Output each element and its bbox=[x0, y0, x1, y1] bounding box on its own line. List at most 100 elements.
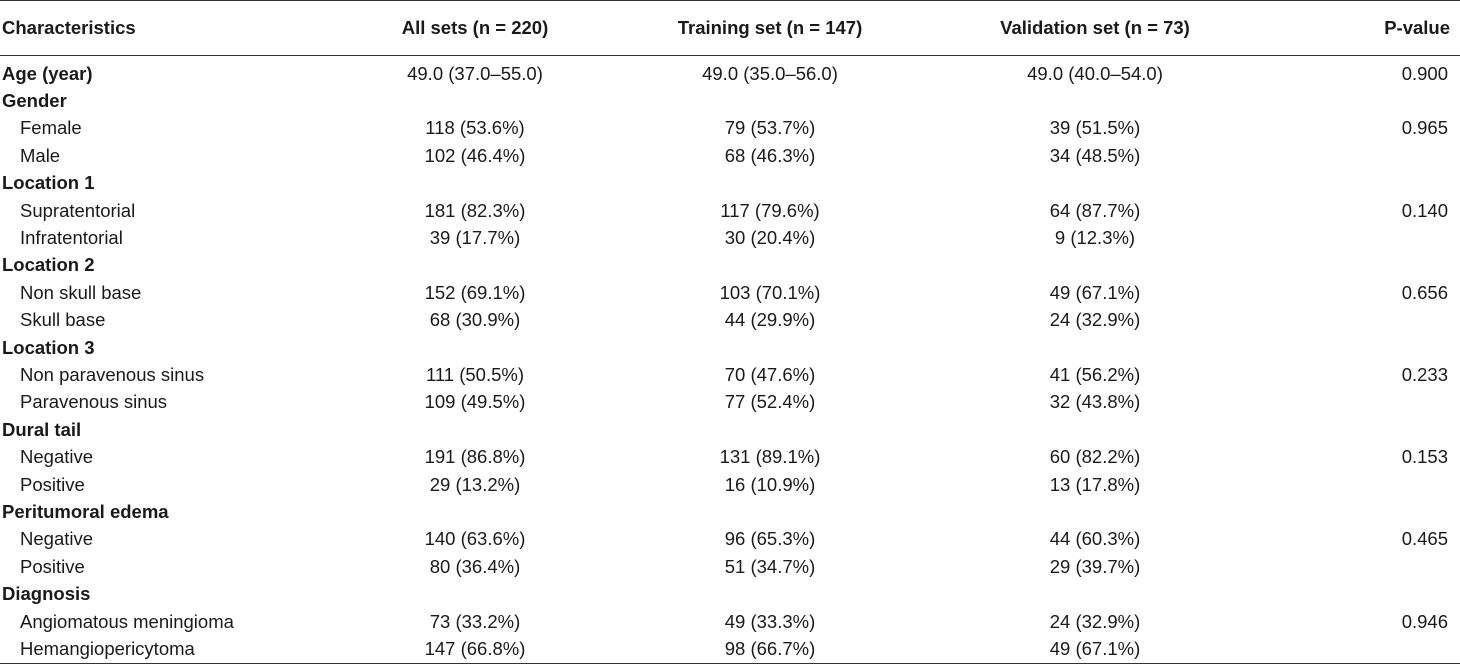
table-header: Characteristics All sets (n = 220) Train… bbox=[0, 0, 1460, 56]
row-label: Non paravenous sinus bbox=[20, 363, 205, 385]
validation-set-cell bbox=[920, 252, 1270, 279]
table-row: Supratentorial 181 (82.3%) 117 (79.6%) 64 (… bbox=[0, 197, 1460, 224]
table-row: Negative 140 (63.6%) 96 (65.3%) 44 (60.3%) 0… bbox=[0, 526, 1460, 553]
training-set-cell: 103 (70.1%) bbox=[719, 281, 821, 303]
all-sets-cell: 118 (53.6%) bbox=[425, 117, 525, 139]
table-row: Skull base 68 (30.9%) 44 (29.9%) 24 (32.9%) bbox=[0, 307, 1460, 334]
category-row: Dural tail bbox=[0, 416, 1460, 443]
row-label: Negative bbox=[20, 528, 94, 550]
table-row: Paravenous sinus 109 (49.5%) 77 (52.4%) 32 … bbox=[0, 389, 1460, 416]
validation-set-cell: 24 (32.9%) bbox=[1049, 610, 1141, 632]
p-value-cell bbox=[1270, 416, 1460, 443]
category-row: Peritumoral edema bbox=[0, 498, 1460, 525]
all-sets-cell: 152 (69.1%) bbox=[424, 281, 526, 303]
all-sets-cell: 73 (33.2%) bbox=[429, 610, 521, 632]
p-value-cell: 0.153 bbox=[1401, 446, 1448, 468]
all-sets-cell: 109 (49.5%) bbox=[424, 391, 526, 413]
training-set-cell: 30 (20.4%) bbox=[724, 227, 816, 249]
all-sets-cell bbox=[330, 498, 620, 525]
validation-set-cell: 49 (67.1%) bbox=[1049, 281, 1141, 303]
category-row: Gender bbox=[0, 87, 1460, 114]
training-set-cell: 117 (79.6%) bbox=[720, 199, 820, 221]
table-body: Age (year) 49.0 (37.0–55.0) 49.0 (35.0–56.… bbox=[0, 56, 1460, 664]
row-label: Male bbox=[20, 144, 61, 166]
validation-set-cell: 60 (82.2%) bbox=[1049, 446, 1141, 468]
row-label: Skull base bbox=[20, 309, 106, 331]
validation-set-cell: 9 (12.3%) bbox=[1054, 227, 1136, 249]
all-sets-cell bbox=[330, 334, 620, 361]
table-row: Positive 80 (36.4%) 51 (34.7%) 29 (39.7%) bbox=[0, 553, 1460, 580]
all-sets-cell bbox=[330, 252, 620, 279]
training-set-cell: 70 (47.6%) bbox=[724, 363, 816, 385]
all-sets-cell: 111 (50.5%) bbox=[425, 363, 525, 385]
all-sets-cell bbox=[330, 170, 620, 197]
category-row: Diagnosis bbox=[0, 580, 1460, 607]
category-label: Location 3 bbox=[2, 336, 95, 358]
row-label: Paravenous sinus bbox=[20, 391, 168, 413]
table-row: Non skull base 152 (69.1%) 103 (70.1%) 49 (… bbox=[0, 279, 1460, 306]
all-sets-cell: 102 (46.4%) bbox=[424, 144, 526, 166]
all-sets-cell: 191 (86.8%) bbox=[424, 446, 526, 468]
category-row: Location 3 bbox=[0, 334, 1460, 361]
category-label: Location 2 bbox=[2, 254, 95, 276]
row-label: Supratentorial bbox=[20, 199, 136, 221]
validation-set-cell bbox=[920, 416, 1270, 443]
category-row: Location 1 bbox=[0, 170, 1460, 197]
category-row: Location 2 bbox=[0, 252, 1460, 279]
table-row: Hemangiopericytoma 147 (66.8%) 98 (66.7%) 4… bbox=[0, 635, 1460, 664]
category-label: Diagnosis bbox=[2, 583, 91, 605]
p-value-cell bbox=[1270, 553, 1460, 580]
p-value-cell: 0.656 bbox=[1401, 281, 1448, 303]
header-training-set: Training set (n = 147) bbox=[620, 0, 920, 56]
p-value-cell bbox=[1270, 224, 1460, 251]
validation-set-cell: 32 (43.8%) bbox=[1049, 391, 1141, 413]
header-row: Characteristics All sets (n = 220) Train… bbox=[0, 0, 1460, 56]
training-set-cell bbox=[620, 498, 920, 525]
p-value-cell: 0.965 bbox=[1401, 117, 1448, 139]
validation-set-cell bbox=[920, 170, 1270, 197]
all-sets-cell bbox=[330, 580, 620, 607]
table-row: Non paravenous sinus 111 (50.5%) 70 (47.6%… bbox=[0, 361, 1460, 388]
header-all-sets: All sets (n = 220) bbox=[330, 0, 620, 56]
training-set-cell bbox=[620, 580, 920, 607]
category-row: Age (year) 49.0 (37.0–55.0) 49.0 (35.0–56.… bbox=[0, 56, 1460, 88]
all-sets-cell: 49.0 (37.0–55.0) bbox=[407, 62, 543, 84]
training-set-cell: 51 (34.7%) bbox=[724, 555, 816, 577]
all-sets-cell: 147 (66.8%) bbox=[330, 635, 620, 664]
header-p-value: P-value bbox=[1270, 0, 1460, 56]
p-value-cell: 0.233 bbox=[1401, 363, 1448, 385]
training-set-cell: 79 (53.7%) bbox=[724, 117, 816, 139]
row-label: Angiomatous meningioma bbox=[20, 610, 234, 632]
header-validation-set: Validation set (n = 73) bbox=[920, 0, 1270, 56]
p-value-cell bbox=[1270, 635, 1460, 664]
p-value-cell bbox=[1270, 498, 1460, 525]
table-row: Female 118 (53.6%) 79 (53.7%) 39 (51.5%) 0.9… bbox=[0, 115, 1460, 142]
all-sets-cell: 140 (63.6%) bbox=[424, 528, 526, 550]
header-characteristics: Characteristics bbox=[0, 0, 330, 56]
training-set-cell: 44 (29.9%) bbox=[724, 309, 816, 331]
row-label: Positive bbox=[20, 473, 85, 495]
training-set-cell: 131 (89.1%) bbox=[719, 446, 821, 468]
validation-set-cell: 44 (60.3%) bbox=[1049, 528, 1141, 550]
p-value-cell bbox=[1270, 170, 1460, 197]
category-label: Dural tail bbox=[2, 418, 82, 440]
category-label: Location 1 bbox=[2, 172, 95, 194]
validation-set-cell: 39 (51.5%) bbox=[1049, 117, 1141, 139]
all-sets-cell: 29 (13.2%) bbox=[429, 473, 521, 495]
category-label: Age (year) bbox=[2, 62, 93, 84]
validation-set-cell: 24 (32.9%) bbox=[1049, 309, 1141, 331]
validation-set-cell bbox=[920, 498, 1270, 525]
row-label: Negative bbox=[20, 446, 94, 468]
p-value-cell bbox=[1270, 252, 1460, 279]
p-value-cell bbox=[1270, 87, 1460, 114]
validation-set-cell: 49 (67.1%) bbox=[920, 635, 1270, 664]
table-row: Infratentorial 39 (17.7%) 30 (20.4%) 9 (12.… bbox=[0, 224, 1460, 251]
table-row: Negative 191 (86.8%) 131 (89.1%) 60 (82.2%)… bbox=[0, 443, 1460, 470]
all-sets-cell: 181 (82.3%) bbox=[424, 199, 526, 221]
all-sets-cell bbox=[330, 87, 620, 114]
validation-set-cell: 49.0 (40.0–54.0) bbox=[1027, 62, 1163, 84]
p-value-cell bbox=[1270, 142, 1460, 169]
table-row: Positive 29 (13.2%) 16 (10.9%) 13 (17.8%) bbox=[0, 471, 1460, 498]
